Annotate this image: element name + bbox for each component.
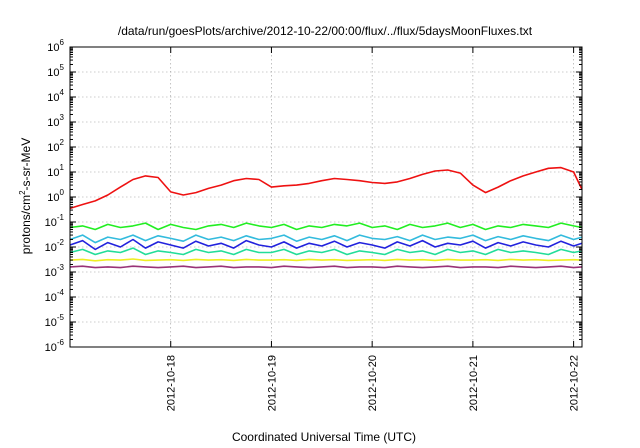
x-tick-label: 2012-10-22 [569,355,581,411]
y-tick-label: 10-6 [45,338,65,354]
y-axis-label: protons/cm2-s-sr-MeV [18,138,33,254]
y-tick-label: 10-5 [45,313,65,329]
series-line-4 [69,238,583,251]
grid [70,47,582,347]
y-axis: 10-6 10-5 10-4 10-3 10-2 10-1 100 101 102 103 104 1… [45,38,582,354]
series-line-6 [69,258,583,262]
y-tick-label: 100 [47,188,64,204]
y-tick-label: 10-2 [45,238,65,254]
x-tick-label: 2012-10-18 [166,355,178,411]
x-tick-label: 2012-10-20 [367,355,379,411]
x-tick-label: 2012-10-19 [266,355,278,411]
chart-title: /data/run/goesPlots/archive/2012-10-22/0… [118,24,533,38]
y-tick-label: 10-4 [45,288,65,304]
series-layer [69,166,583,269]
y-tick-label: 103 [47,113,64,129]
x-tick-label: 2012-10-21 [468,355,480,411]
series-line-1 [69,166,583,210]
y-tick-label: 104 [47,88,64,104]
series-line-5 [69,247,583,256]
y-axis-label-base: protons/cm [19,195,33,254]
series-line-2 [69,222,583,231]
y-axis-label-sup: 2 [18,190,27,195]
y-tick-label: 10-1 [45,213,65,229]
x-axis: 2012-10-18 2012-10-19 2012-10-20 2012-10-21… [166,47,581,411]
series-line-3 [69,234,583,244]
y-tick-label: 105 [47,63,64,79]
y-axis-label-rest: -s-sr-MeV [19,138,33,191]
y-tick-label: 102 [47,138,64,154]
y-tick-label: 106 [47,38,64,54]
series-line-7 [69,265,583,269]
x-axis-label: Coordinated Universal Time (UTC) [232,430,416,444]
y-tick-label: 10-3 [45,263,65,279]
y-tick-label: 101 [47,163,64,179]
